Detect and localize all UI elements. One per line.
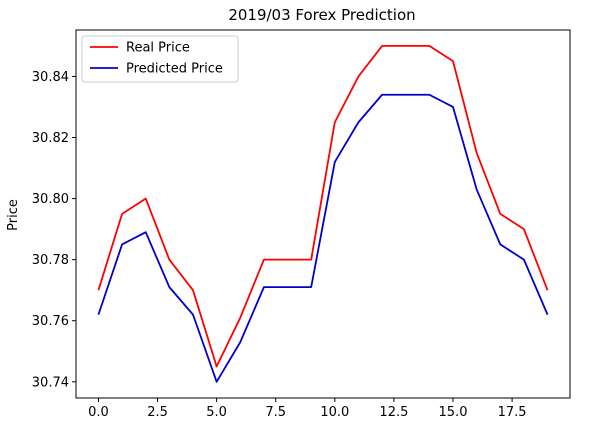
legend-label-predicted-price: Predicted Price — [126, 62, 223, 77]
y-tick-label: 30.80 — [32, 192, 69, 207]
legend-label-real-price: Real Price — [126, 41, 190, 56]
y-tick-label: 30.84 — [32, 70, 69, 85]
x-tick-label: 10.0 — [320, 405, 349, 420]
y-axis-label: Price — [6, 199, 21, 231]
y-tick-label: 30.78 — [32, 253, 69, 268]
series-line-real-price — [97, 44, 549, 368]
x-tick-label: 7.5 — [265, 405, 286, 420]
y-tick-label: 30.74 — [32, 375, 69, 390]
x-tick-label: 17.5 — [498, 405, 527, 420]
x-tick-label: 0.0 — [88, 405, 109, 420]
ticks-layer: 0.0 2.5 5.0 7.5 10.0 12.5 15.0 17.5 30.74 30.76 30… — [32, 70, 527, 420]
series-layer — [97, 44, 549, 383]
legend-box — [81, 35, 239, 83]
legend: Real Price Predicted Price — [81, 35, 239, 83]
y-tick-label: 30.76 — [32, 314, 69, 329]
x-tick-label: 5.0 — [206, 405, 227, 420]
plot-area-frame — [75, 29, 571, 399]
x-tick-label: 2.5 — [147, 405, 168, 420]
series-line-predicted-price — [97, 93, 549, 383]
x-tick-label: 15.0 — [439, 405, 468, 420]
y-tick-label: 30.82 — [32, 131, 69, 146]
chart-title: 2019/03 Forex Prediction — [228, 6, 415, 24]
x-tick-label: 12.5 — [379, 405, 408, 420]
